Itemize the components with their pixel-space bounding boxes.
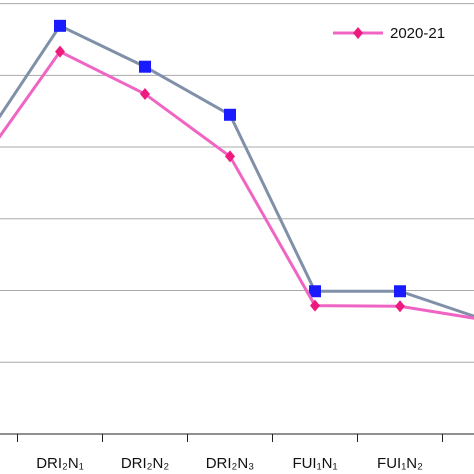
series-line <box>0 23 474 318</box>
marker <box>139 60 151 73</box>
x-tick-label: DRI₂N₂ <box>121 455 169 472</box>
legend-label: 2020-21 <box>390 25 445 42</box>
marker <box>225 150 235 163</box>
marker <box>140 87 150 100</box>
legend-marker <box>353 27 363 39</box>
x-tick-label: DRI₂N₁ <box>36 455 84 472</box>
series-line <box>0 49 474 320</box>
x-tick-label: DRI₂N₃ <box>206 455 255 472</box>
marker <box>54 19 66 32</box>
marker <box>395 300 405 313</box>
marker <box>309 285 321 298</box>
x-tick-label: FUI₁N₁ <box>292 455 337 472</box>
marker <box>310 299 320 312</box>
marker <box>55 45 65 58</box>
marker <box>224 108 236 121</box>
marker <box>394 285 406 298</box>
x-tick-label: FUI₁N₂ <box>377 455 423 472</box>
